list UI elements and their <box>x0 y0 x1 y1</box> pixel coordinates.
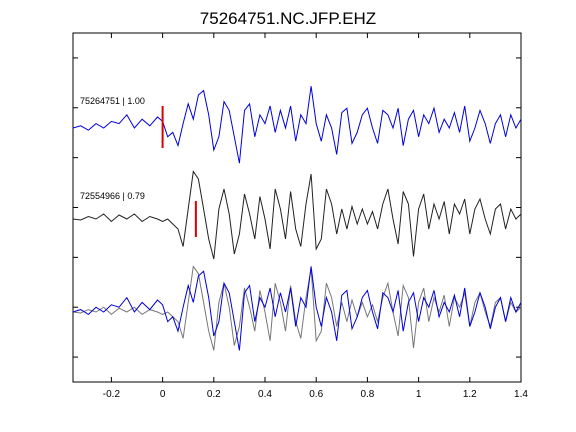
axis-ticks: -0.2 0 0.2 0.4 0.6 0.8 1 1.2 1.4 <box>73 33 528 400</box>
x-tick-label: 0.8 <box>360 389 374 400</box>
trace-labels: 75264751 | 1.00 72554966 | 0.79 <box>80 96 145 201</box>
trace-label: 72554966 | 0.79 <box>80 191 145 201</box>
trace-line <box>72 170 522 260</box>
x-tick-label: 0.2 <box>207 389 221 400</box>
x-tick-label: 0.4 <box>258 389 272 400</box>
trace-line <box>72 86 522 164</box>
x-tick-label: 1 <box>416 389 422 400</box>
chart-title: 75264751.NC.JFP.EHZ <box>200 9 376 28</box>
overlay-trace-line <box>72 266 522 351</box>
trace-label: 75264751 | 1.00 <box>80 96 145 106</box>
x-tick-label: -0.2 <box>103 389 121 400</box>
x-tick-label: 1.4 <box>514 389 528 400</box>
x-tick-label: 1.2 <box>463 389 477 400</box>
x-tick-label: 0 <box>160 389 166 400</box>
x-tick-label: 0.6 <box>309 389 323 400</box>
traces <box>72 86 522 351</box>
